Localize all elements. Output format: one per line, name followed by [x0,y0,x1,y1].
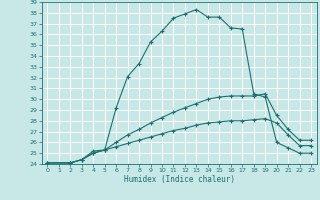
X-axis label: Humidex (Indice chaleur): Humidex (Indice chaleur) [124,175,235,184]
